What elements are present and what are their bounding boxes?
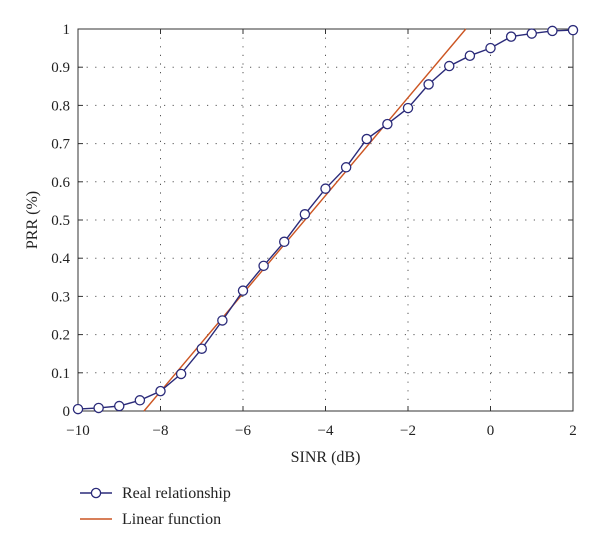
y-tick-label: 0.6	[51, 175, 70, 191]
data-point	[382, 118, 393, 130]
x-tick-label: −2	[400, 423, 416, 439]
y-tick-label: 0.8	[51, 98, 70, 114]
data-point	[361, 133, 372, 145]
x-tick-label: 2	[569, 423, 577, 439]
legend: Real relationship Linear function	[80, 485, 231, 528]
legend-marker-real-relationship	[90, 487, 102, 499]
y-tick-label: 0.2	[51, 328, 70, 344]
data-point	[278, 236, 290, 248]
x-tick-label: −8	[153, 423, 169, 439]
data-point	[485, 42, 496, 54]
tick-marks	[77, 28, 574, 412]
y-tick-label: 1	[63, 22, 71, 38]
legend-label-linear-function: Linear function	[122, 511, 221, 528]
y-tick-label: 0.7	[51, 137, 70, 153]
data-point	[443, 60, 455, 72]
data-point	[258, 260, 269, 272]
y-tick-label: 0.4	[51, 251, 70, 267]
data-point	[175, 368, 187, 380]
data-point	[526, 28, 538, 39]
x-axis-title: SINR (dB)	[291, 449, 361, 466]
data-point	[340, 162, 352, 173]
data-point	[93, 402, 104, 414]
x-tick-label: −10	[66, 423, 89, 439]
data-point	[464, 50, 476, 61]
data-point	[423, 79, 434, 90]
legend-label-real-relationship: Real relationship	[122, 485, 231, 502]
data-point	[299, 209, 311, 220]
data-point	[237, 285, 249, 296]
data-point	[547, 25, 558, 37]
data-point	[155, 385, 166, 397]
series-layer	[72, 24, 579, 415]
y-tick-labels: 0 0.1 0.2 0.3 0.4 0.5 0.6 0.7 0.8 0.9 1	[51, 22, 70, 420]
plot-frame	[77, 28, 574, 412]
series-line-real-relationship	[77, 29, 574, 410]
x-tick-labels: −10 −8 −6 −4 −2 0 2	[66, 423, 576, 439]
data-point	[402, 102, 414, 114]
data-point	[217, 315, 228, 326]
y-tick-label: 0.5	[51, 213, 70, 229]
y-tick-label: 0.9	[51, 60, 70, 76]
y-tick-label: 0	[63, 404, 71, 420]
data-point	[196, 343, 207, 354]
y-tick-label: 0.1	[51, 366, 70, 382]
data-point	[505, 31, 517, 42]
grid	[78, 29, 573, 411]
data-point	[134, 395, 146, 406]
y-tick-label: 0.3	[51, 289, 70, 305]
x-tick-label: 0	[487, 423, 495, 439]
x-tick-label: −6	[235, 423, 251, 439]
series-line-linear-function	[143, 28, 467, 412]
data-point	[567, 24, 579, 36]
y-axis-title: PRR (%)	[24, 191, 41, 249]
data-point	[72, 403, 84, 415]
x-tick-label: −4	[318, 423, 334, 439]
data-point	[320, 183, 331, 194]
data-point	[114, 400, 125, 412]
